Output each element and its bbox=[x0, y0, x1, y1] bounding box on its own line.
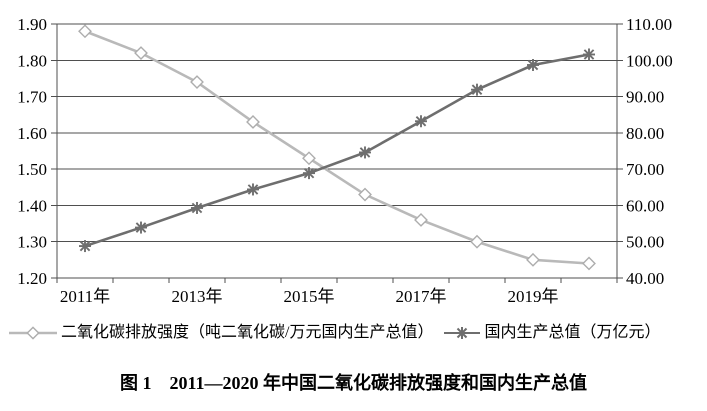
x-axis-tick-label: 2011年 bbox=[60, 287, 110, 306]
asterisk-marker bbox=[247, 183, 259, 196]
diamond-marker bbox=[190, 75, 204, 89]
legend-item-gdp: 国内生产总值（万亿元） bbox=[443, 323, 660, 343]
diamond-marker bbox=[134, 46, 148, 60]
right-axis-tick-label: 50.00 bbox=[626, 233, 664, 252]
diamond-marker bbox=[358, 187, 372, 202]
left-axis-tick-label: 1.30 bbox=[17, 233, 47, 252]
asterisk-marker bbox=[359, 146, 371, 159]
legend-label-gdp: 国内生产总值（万亿元） bbox=[484, 324, 661, 341]
asterisk-marker bbox=[471, 83, 483, 96]
left-axis-tick-label: 1.50 bbox=[17, 160, 47, 179]
figure-caption: 图 1 2011—2020 年中国二氧化碳排放强度和国内生产总值 bbox=[119, 373, 587, 393]
right-axis-tick-label: 80.00 bbox=[626, 124, 664, 143]
asterisk-marker bbox=[303, 167, 315, 180]
diamond-marker bbox=[414, 213, 428, 227]
gdp-series-legend-marker-icon bbox=[444, 327, 481, 339]
left-axis-tick-label: 1.60 bbox=[17, 124, 47, 143]
gdp-series-line bbox=[84, 53, 590, 248]
chart-plot-area: 1.90 110.00 1.80 100.00 1.70 90.00 1.60 80.00 1.… bbox=[17, 15, 673, 306]
right-axis-tick-label: 100.00 bbox=[626, 51, 673, 70]
x-axis-tick-label: 2019年 bbox=[508, 287, 559, 306]
left-axis-tick-label: 1.40 bbox=[17, 196, 47, 215]
diamond-marker bbox=[302, 151, 316, 166]
legend-item-co2-intensity: 二氧化碳排放强度（吨二氧化碳/万元国内生产总值） bbox=[8, 323, 433, 343]
right-axis-tick-label: 40.00 bbox=[626, 269, 664, 288]
asterisk-marker bbox=[191, 201, 203, 214]
right-axis-tick-label: 70.00 bbox=[626, 160, 664, 179]
x-axis-tick-label: 2015年 bbox=[284, 287, 335, 306]
co2-series-legend-marker-icon bbox=[9, 326, 57, 340]
chart-legend: 二氧化碳排放强度（吨二氧化碳/万元国内生产总值） 国内生产总值（万亿元） bbox=[8, 323, 707, 343]
co2-series-line bbox=[84, 30, 590, 265]
x-axis-tick-label: 2017年 bbox=[396, 287, 447, 306]
legend-label-co2-intensity: 二氧化碳排放强度（吨二氧化碳/万元国内生产总值） bbox=[61, 324, 434, 341]
diamond-marker bbox=[246, 115, 260, 129]
left-axis-tick-label: 1.90 bbox=[17, 15, 47, 34]
asterisk-marker bbox=[135, 221, 147, 234]
right-axis-tick-label: 110.00 bbox=[626, 15, 672, 34]
right-axis-tick-label: 90.00 bbox=[626, 88, 664, 107]
left-axis-tick-label: 1.20 bbox=[17, 269, 47, 288]
asterisk-marker bbox=[583, 48, 595, 61]
right-axis-tick-label: 60.00 bbox=[626, 196, 664, 215]
asterisk-marker bbox=[527, 59, 539, 72]
left-axis-tick-label: 1.70 bbox=[17, 88, 47, 107]
asterisk-marker bbox=[79, 240, 91, 253]
diamond-marker bbox=[78, 24, 92, 39]
diamond-marker bbox=[526, 252, 540, 267]
diamond-marker bbox=[470, 234, 484, 249]
left-axis-tick-label: 1.80 bbox=[17, 51, 47, 70]
diamond-marker bbox=[582, 256, 596, 271]
x-axis-tick-label: 2013年 bbox=[172, 287, 223, 306]
asterisk-marker bbox=[415, 115, 427, 128]
